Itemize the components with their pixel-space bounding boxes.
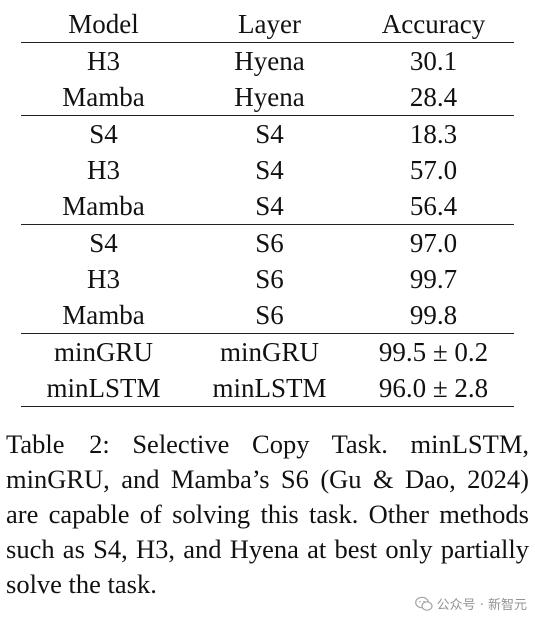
caption-text: Selective Copy Task. minLSTM, minGRU, an… [6,429,530,599]
cell-layer: S4 [255,191,284,221]
table-row: S4 S6 97.0 [21,224,514,261]
table-row: S4 S4 18.3 [21,115,514,152]
cell-layer: S6 [255,264,284,294]
table-row: H3 Hyena 30.1 [21,43,514,80]
cell-model: minLSTM [21,370,186,407]
cell-accuracy: 96.0 ± 2.8 [353,370,514,407]
cell-model: S4 [21,224,186,261]
cell-accuracy: 18.3 [353,115,514,152]
cell-layer: Hyena [234,46,305,76]
cell-accuracy: 30.1 [409,46,458,76]
table-row: minLSTM minLSTM 96.0 ± 2.8 [21,370,514,407]
column-header-model: Model [21,6,186,43]
results-table: Model Layer Accuracy H3 Hyena 30.1 Mamba Hye… [21,6,514,407]
table-row: Mamba S6 99.8 [21,297,514,334]
cell-accuracy: 28.4 [409,82,458,112]
cell-accuracy: 99.5 ± 0.2 [353,333,514,370]
table-row: minGRU minGRU 99.5 ± 0.2 [21,333,514,370]
cell-layer: minGRU [186,333,353,370]
cell-accuracy: 56.4 [409,191,458,221]
cell-model: H3 [87,264,120,294]
cell-model: minGRU [21,333,186,370]
table-row: H3 S6 99.7 [21,261,514,297]
cell-model: H3 [87,46,120,76]
table-body: H3 Hyena 30.1 Mamba Hyena 28.4 S4 S4 18.3 H3 S4 57.… [21,43,514,407]
results-table-container: Model Layer Accuracy H3 Hyena 30.1 Mamba Hye… [21,6,514,407]
cell-layer: S4 [186,115,353,152]
cell-model: H3 [87,155,120,185]
cell-layer: S4 [255,155,284,185]
table-caption: Table 2: Selective Copy Task. minLSTM, m… [6,427,529,602]
table-row: Mamba S4 56.4 [21,188,514,225]
caption-label: Table 2: [6,429,110,459]
cell-layer: S6 [186,224,353,261]
cell-accuracy: 99.8 [409,300,458,330]
cell-layer: Hyena [234,82,305,112]
cell-accuracy: 57.0 [409,155,458,185]
cell-model: Mamba [62,82,145,112]
table-row: H3 S4 57.0 [21,152,514,188]
watermark: 公众号 · 新智元 [414,594,527,613]
table-header-row: Model Layer Accuracy [21,6,514,43]
column-header-accuracy: Accuracy [353,6,514,43]
table-row: Mamba Hyena 28.4 [21,79,514,116]
cell-model: Mamba [62,300,145,330]
cell-accuracy: 97.0 [353,224,514,261]
watermark-text: 公众号 · 新智元 [436,598,527,613]
column-header-layer: Layer [186,6,353,43]
cell-layer: minLSTM [186,370,353,407]
cell-model: Mamba [62,191,145,221]
wechat-icon [414,596,433,611]
cell-model: S4 [21,115,186,152]
cell-layer: S6 [255,300,284,330]
cell-accuracy: 99.7 [409,264,458,294]
